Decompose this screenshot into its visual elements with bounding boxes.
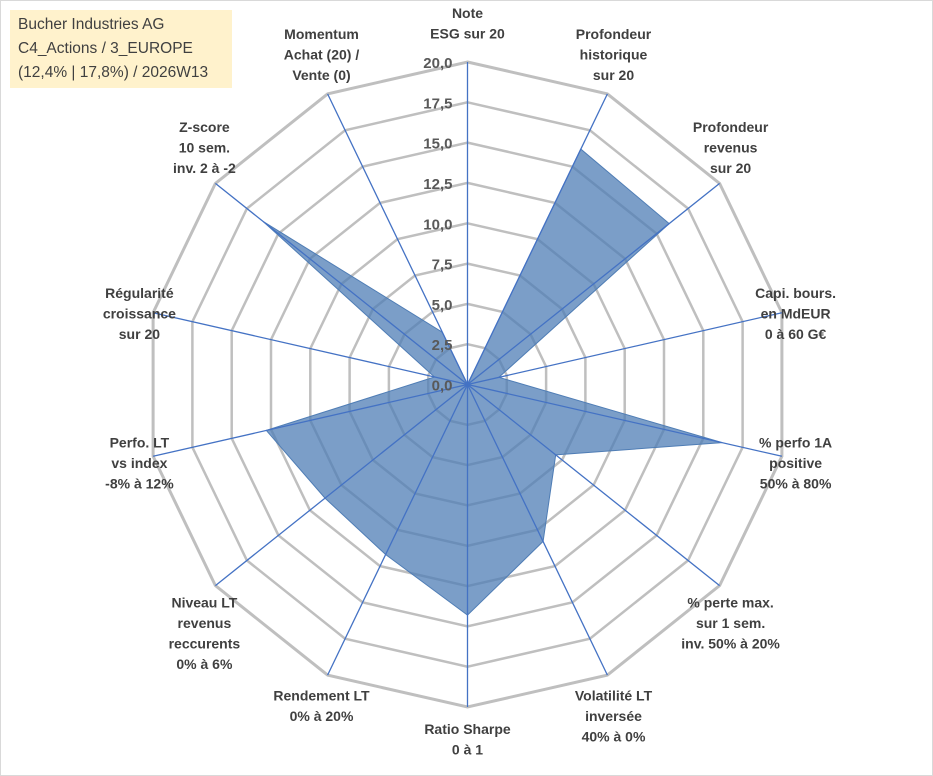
axis-spoke bbox=[466, 384, 608, 676]
axis-label: Perfo. LT vs index -8% à 12% bbox=[105, 435, 174, 492]
axis-label-line: reccurents bbox=[169, 635, 241, 651]
axis-label-line: Profondeur bbox=[576, 26, 652, 42]
axis-label-line: inversée bbox=[585, 708, 642, 724]
axis-label-line: en MdEUR bbox=[761, 305, 831, 321]
tick-label: 10,0 bbox=[423, 216, 452, 233]
series-area bbox=[262, 148, 723, 616]
tick-label: 2,5 bbox=[432, 337, 453, 354]
axis-label-line: % perte max. bbox=[687, 594, 773, 610]
axis-label: Volatilité LT inversée 40% à 0% bbox=[575, 688, 653, 745]
axis-label-line: Capi. bours. bbox=[755, 285, 836, 301]
chart-title-period: (12,4% | 17,8%) / 2026W13 bbox=[18, 64, 209, 81]
axis-label-line: Note bbox=[452, 5, 483, 21]
axis-label: % perfo 1A positive 50% à 80% bbox=[759, 435, 832, 492]
axis-spoke bbox=[467, 182, 721, 386]
axis-label-line: Volatilité LT bbox=[575, 688, 653, 704]
axis-label: % perte max. sur 1 sem. inv. 50% à 20% bbox=[681, 594, 780, 651]
tick-label: 15,0 bbox=[423, 136, 452, 153]
axis-spoke bbox=[214, 182, 468, 386]
axis-label: Note ESG sur 20 bbox=[430, 5, 505, 42]
chart-title-company: Bucher Industries AG bbox=[18, 16, 165, 33]
axis-label-line: Perfo. LT bbox=[110, 435, 170, 451]
axis-label-line: 0% à 6% bbox=[176, 656, 233, 672]
axis-label-line: vs index bbox=[111, 455, 167, 471]
axis-label: Niveau LT revenus reccurents 0% à 6% bbox=[169, 594, 241, 672]
axis-spoke bbox=[467, 383, 783, 457]
axis-label-line: sur 20 bbox=[119, 326, 160, 342]
axis-label-line: inv. 2 à -2 bbox=[173, 160, 236, 176]
axis-spoke bbox=[152, 383, 468, 457]
tick-label: 5,0 bbox=[432, 297, 453, 314]
axis-label-line: Achat (20) / bbox=[284, 46, 360, 62]
axis-label-line: Niveau LT bbox=[171, 594, 237, 610]
radar-axis-labels: Note ESG sur 20 Profondeur historique sur 20… bbox=[103, 5, 836, 758]
axis-label-line: Ratio Sharpe bbox=[424, 721, 511, 737]
tick-label: 7,5 bbox=[432, 257, 453, 274]
axis-label-line: Profondeur bbox=[693, 119, 769, 135]
axis-label-line: Régularité bbox=[105, 285, 174, 301]
radar-series bbox=[262, 148, 723, 616]
axis-label: Ratio Sharpe 0 à 1 bbox=[424, 721, 511, 758]
axis-label-line: 0 à 60 G€ bbox=[765, 326, 827, 342]
axis-spoke bbox=[467, 312, 783, 386]
axis-spoke bbox=[327, 93, 469, 385]
axis-label-line: 40% à 0% bbox=[582, 729, 646, 745]
axis-label-line: sur 20 bbox=[593, 67, 634, 83]
axis-label-line: Z-score bbox=[179, 119, 230, 135]
radar-tick-labels: 0,0 2,5 5,0 7,5 10,0 12,5 15,0 17,5 20,0 bbox=[423, 55, 452, 395]
axis-label-line: -8% à 12% bbox=[105, 476, 174, 492]
axis-spoke bbox=[214, 383, 468, 587]
tick-label: 12,5 bbox=[423, 176, 452, 193]
axis-label-line: positive bbox=[769, 455, 822, 471]
axis-label: Régularité croissance sur 20 bbox=[103, 285, 176, 342]
axis-label-line: 0% à 20% bbox=[290, 708, 354, 724]
axis-label-line: Momentum bbox=[284, 26, 359, 42]
axis-label: Capi. bours. en MdEUR 0 à 60 G€ bbox=[755, 285, 836, 342]
axis-label-line: revenus bbox=[178, 615, 232, 631]
axis-spoke bbox=[466, 93, 608, 385]
axis-spoke bbox=[152, 312, 468, 386]
axis-label: Profondeur revenus sur 20 bbox=[693, 119, 769, 176]
tick-label: 20,0 bbox=[423, 55, 452, 72]
axis-label-line: croissance bbox=[103, 305, 176, 321]
axis-label-line: sur 1 sem. bbox=[696, 615, 765, 631]
axis-label-line: inv. 50% à 20% bbox=[681, 635, 780, 651]
axis-label-line: 50% à 80% bbox=[760, 476, 832, 492]
chart-title-box: Bucher Industries AG C4_Actions / 3_EURO… bbox=[10, 10, 232, 88]
axis-label: Rendement LT 0% à 20% bbox=[273, 688, 370, 725]
axis-label-line: Vente (0) bbox=[292, 67, 350, 83]
axis-label-line: revenus bbox=[704, 140, 758, 156]
axis-spoke bbox=[327, 384, 469, 676]
axis-label-line: 10 sem. bbox=[179, 140, 230, 156]
axis-label-line: % perfo 1A bbox=[759, 435, 832, 451]
axis-label: Z-score 10 sem. inv. 2 à -2 bbox=[173, 119, 236, 176]
axis-label-line: sur 20 bbox=[710, 160, 751, 176]
axis-label: Momentum Achat (20) / Vente (0) bbox=[284, 26, 360, 83]
axis-label-line: ESG sur 20 bbox=[430, 26, 505, 42]
radar-axes bbox=[152, 62, 783, 707]
tick-label: 17,5 bbox=[423, 95, 452, 112]
axis-label-line: 0 à 1 bbox=[452, 742, 483, 758]
axis-label-line: historique bbox=[580, 46, 648, 62]
axis-label: Profondeur historique sur 20 bbox=[576, 26, 652, 83]
tick-label: 0,0 bbox=[432, 378, 453, 395]
axis-spoke bbox=[467, 383, 721, 587]
chart-title-category: C4_Actions / 3_EUROPE bbox=[18, 40, 193, 57]
axis-label-line: Rendement LT bbox=[273, 688, 370, 704]
